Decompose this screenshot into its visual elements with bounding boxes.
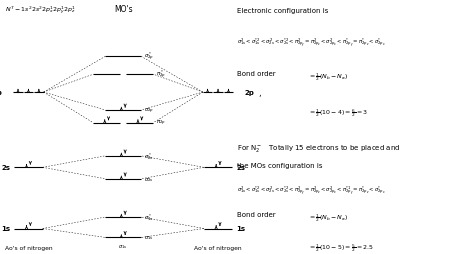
Text: Bond order: Bond order xyxy=(237,211,275,217)
Text: 1s: 1s xyxy=(1,226,10,232)
Text: the MOs configuration is: the MOs configuration is xyxy=(237,163,322,169)
Text: For N$_2^-$   Totally 15 electrons to be placed and: For N$_2^-$ Totally 15 electrons to be p… xyxy=(237,142,401,153)
Text: $=\frac{1}{2}(N_b-N_a)$: $=\frac{1}{2}(N_b-N_a)$ xyxy=(308,71,348,83)
Text: Ao's of nitrogen: Ao's of nitrogen xyxy=(5,245,52,250)
Text: 2s: 2s xyxy=(1,165,10,171)
Text: MO's: MO's xyxy=(114,5,133,14)
Text: $\sigma^*_{1s}$: $\sigma^*_{1s}$ xyxy=(144,212,154,223)
Text: $=\frac{1}{2}(10-5)=\frac{5}{2}=2.5$: $=\frac{1}{2}(10-5)=\frac{5}{2}=2.5$ xyxy=(308,241,374,253)
Text: Bond order: Bond order xyxy=(237,71,275,77)
Text: $\pi^*_{2p}$: $\pi^*_{2p}$ xyxy=(155,69,166,81)
Text: $\sigma_{1s}^{2}<\sigma_{1s}^{*2}<\sigma_{2s}^{2}<\sigma_{2s}^{*2}<\pi_{2p_y}^{2: $\sigma_{1s}^{2}<\sigma_{1s}^{*2}<\sigma… xyxy=(237,36,386,49)
Text: 2p: 2p xyxy=(0,90,2,96)
Text: 2s: 2s xyxy=(236,165,245,171)
Text: $\sigma^*_{2p}$: $\sigma^*_{2p}$ xyxy=(144,51,154,63)
Text: $=\frac{1}{2}(10-4)=\frac{6}{2}=3$: $=\frac{1}{2}(10-4)=\frac{6}{2}=3$ xyxy=(308,107,368,119)
Text: $\sigma_{1s}$: $\sigma_{1s}$ xyxy=(118,242,128,250)
Text: $\sigma^*_{2s}$: $\sigma^*_{2s}$ xyxy=(144,151,154,162)
Text: Ao's of nitrogen: Ao's of nitrogen xyxy=(194,245,242,250)
Text: Electronic configuration is: Electronic configuration is xyxy=(237,8,328,14)
Text: 2p: 2p xyxy=(244,90,254,96)
Text: ,: , xyxy=(258,88,261,97)
Text: $\sigma_{1s}$: $\sigma_{1s}$ xyxy=(144,234,154,241)
Text: 1s: 1s xyxy=(236,226,245,232)
Text: $\sigma_{2s}$: $\sigma_{2s}$ xyxy=(144,175,154,183)
Text: $\pi_{2p}$: $\pi_{2p}$ xyxy=(155,119,166,128)
Text: $\sigma_{2p}$: $\sigma_{2p}$ xyxy=(144,106,154,115)
Text: $=\frac{1}{2}(N_b-N_a)$: $=\frac{1}{2}(N_b-N_a)$ xyxy=(308,211,348,223)
Text: $N^7-1s^22s^22p^1_x2p^1_y2p^1_z$: $N^7-1s^22s^22p^1_x2p^1_y2p^1_z$ xyxy=(5,5,76,17)
Text: $\sigma_{1s}^{2}<\sigma_{1s}^{*2}<\sigma_{2s}^{2}<\sigma_{2s}^{*2}<\pi_{2p_y}^{2: $\sigma_{1s}^{2}<\sigma_{1s}^{*2}<\sigma… xyxy=(237,183,386,196)
